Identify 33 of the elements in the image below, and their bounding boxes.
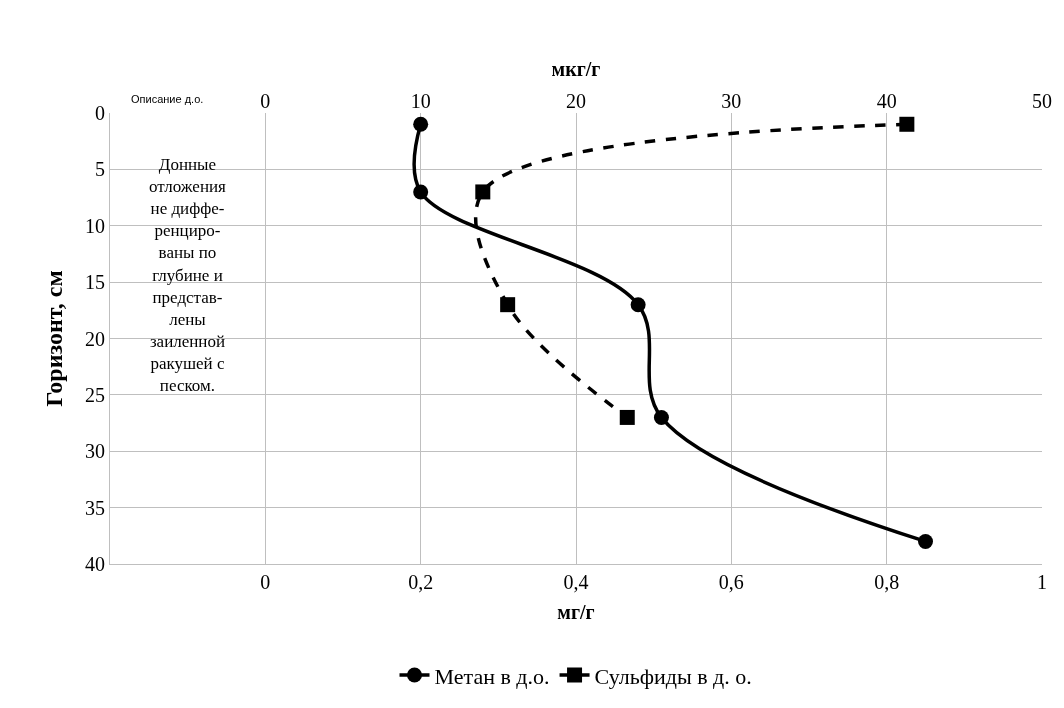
x-tick-label: 0,4 bbox=[563, 571, 589, 593]
x-tick-label: 0,6 bbox=[718, 571, 744, 593]
y-tick-label: 25 bbox=[85, 383, 105, 406]
y-tick-label: 20 bbox=[85, 327, 105, 350]
x-tick-label: 0,8 bbox=[874, 571, 900, 593]
point bbox=[413, 116, 429, 132]
point bbox=[918, 533, 933, 549]
x-tick-label: 1 bbox=[1037, 571, 1047, 593]
x-tick-label: 0 bbox=[260, 571, 271, 593]
y-tick-label: 35 bbox=[85, 496, 105, 519]
x-tick-label: 0,2 bbox=[408, 571, 434, 593]
y-tick-label: 15 bbox=[85, 271, 105, 294]
x2-tick-label: 10 bbox=[410, 90, 431, 112]
x2-tick-label: 0 bbox=[260, 90, 271, 112]
text: Описание д.о. bbox=[131, 93, 204, 105]
y-tick-label: 10 bbox=[85, 214, 105, 237]
point bbox=[630, 297, 646, 313]
x2-tick-label: 50 bbox=[1032, 90, 1052, 112]
legend-label: Метан в д.о. bbox=[434, 663, 550, 689]
y-tick-label: 5 bbox=[95, 158, 105, 181]
x-axis-title: мг/г bbox=[557, 600, 595, 623]
point bbox=[413, 184, 429, 200]
x2-axis-title: мкг/г bbox=[551, 57, 601, 80]
x2-tick-label: 30 bbox=[721, 90, 742, 112]
y-tick-label: 0 bbox=[95, 102, 105, 124]
legend-label: Сульфиды в д. о. bbox=[594, 663, 752, 689]
y-axis-title: Горизонт, см bbox=[41, 270, 68, 407]
x2-tick-label: 40 bbox=[876, 90, 897, 112]
x2-tick-label: 20 bbox=[566, 90, 586, 112]
y-tick-label: 40 bbox=[85, 553, 105, 575]
point bbox=[653, 409, 669, 425]
text: Донные отложения не диффе- ренциро- ваны по глубине и представ- лены заиленной ракушей с песком. bbox=[149, 155, 226, 395]
y-tick-label: 30 bbox=[85, 440, 105, 463]
